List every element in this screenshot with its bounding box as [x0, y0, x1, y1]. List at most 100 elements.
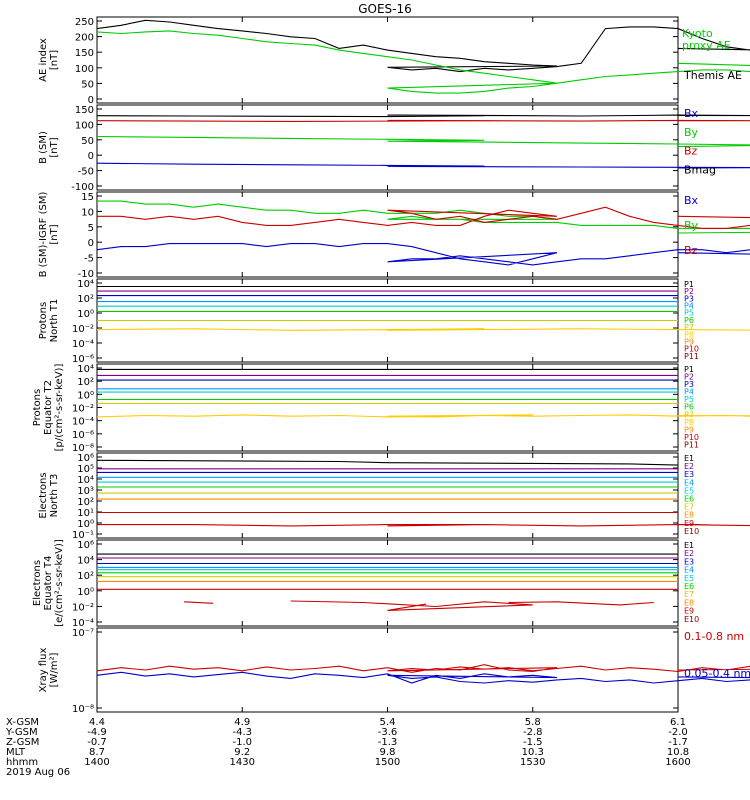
y-tick-label: 10² [77, 294, 94, 305]
y-tick-label: 10⁻² [72, 602, 94, 613]
x-tick-label: 1600 [665, 757, 690, 768]
series-line-e1 [96, 459, 679, 466]
legend-entry: P11 [684, 352, 699, 361]
series-line-e10 [97, 524, 750, 527]
legend-entry: P7 [684, 410, 694, 419]
panel-5: 10⁴ 10² 10⁰ 10⁻² 10⁻⁴ 10⁻⁶ 10⁻⁸ Protons Equator … [32, 363, 750, 454]
y-axis-label: Protons [32, 389, 43, 426]
y-tick-label: 100 [75, 120, 94, 131]
y-tick-label: 10⁰ [77, 587, 94, 598]
legend-entry: P11 [684, 440, 699, 449]
legend-entry: By [684, 219, 699, 232]
legend-entry: Themis AE [683, 69, 742, 82]
legend-entry: P9 [684, 337, 694, 346]
x-tick-label: 5.4 [380, 717, 396, 728]
legend-entry: P3 [684, 294, 694, 303]
legend-entry: 0.1-0.8 nm [684, 630, 744, 643]
y-axis-label: Protons [38, 302, 49, 339]
legend-entry: Bz [684, 145, 698, 158]
y-axis-label: [W/m²] [49, 652, 60, 687]
y-axis-label: Equator T4 [43, 556, 54, 611]
legend-entry: Bx [684, 107, 699, 120]
y-axis-label: AE index [38, 38, 49, 82]
panel-3: 15 10 5 0 -5 -10 B (SM)-IGRF (SM) [nT] Bx By Bz [38, 191, 750, 280]
y-tick-label: 10⁻⁴ [72, 417, 94, 428]
y-tick-label: 0 [88, 238, 94, 249]
y-axis-label: [e/(cm²-s-sr-keV)] [54, 539, 65, 627]
panel-4: 10⁴ 10² 10⁰ 10⁻² 10⁻⁴ 10⁻⁶ Protons North T1 P1P2… [38, 278, 750, 365]
x-tick-label: 9.2 [234, 747, 250, 758]
y-tick-label: 0 [88, 95, 94, 106]
panel-frame [96, 363, 679, 452]
chart-title: GOES-16 [358, 2, 412, 16]
series-line-bz [97, 206, 750, 229]
x-tick-label: -1.3 [378, 737, 398, 748]
x-tick-label: 6.1 [670, 717, 686, 728]
legend-entry: By [684, 126, 699, 139]
y-tick-label: -10 [78, 269, 94, 280]
legend-entry: Bx [684, 194, 699, 207]
y-tick-label: 10⁻⁴ [72, 618, 94, 629]
panel-frame [96, 539, 679, 627]
y-axis-label: Electrons [38, 472, 49, 518]
series-line-e10-c [508, 601, 654, 606]
x-axis-row-label: Y-GSM [5, 727, 38, 738]
x-tick-label: -2.0 [668, 727, 688, 738]
x-tick-label: 1500 [375, 757, 400, 768]
y-axis-label: North T1 [49, 299, 60, 343]
legend-entry: P10 [684, 433, 699, 442]
x-tick-label: -3.6 [378, 727, 398, 738]
y-tick-label: 10⁰ [77, 390, 94, 401]
y-tick-label: 10⁻⁸ [72, 443, 94, 454]
y-tick-label: 10⁻¹ [72, 530, 94, 541]
x-tick-label: -2.8 [523, 727, 543, 738]
x-tick-label: 8.7 [89, 747, 105, 758]
series-line-by [96, 135, 750, 148]
legend-entry: P3 [684, 380, 694, 389]
legend-entry: E2 [684, 462, 694, 471]
series-line-bz [96, 119, 750, 122]
x-tick-label: 9.8 [380, 747, 396, 758]
y-tick-label: 10⁶ [77, 540, 94, 551]
x-axis-row-label: Z-GSM [6, 737, 39, 748]
y-tick-label: 10³ [77, 486, 94, 497]
y-tick-label: 150 [75, 48, 94, 59]
legend-entry: E10 [684, 615, 699, 624]
x-tick-label: 10.8 [667, 747, 689, 758]
y-tick-label: -5 [84, 254, 94, 265]
x-axis-row-label: hhmm [6, 757, 38, 768]
legend-entry: P4 [684, 388, 694, 397]
y-axis-label: [p/(cm²-s-sr-keV)] [54, 364, 65, 452]
y-axis-label: B (SM)-IGRF (SM) [38, 192, 49, 278]
panel-frame [96, 16, 679, 104]
legend-entry: P10 [684, 345, 699, 354]
series-line-e10-b [290, 600, 533, 611]
x-tick-label: 4.9 [234, 717, 250, 728]
x-tick-label: -1.5 [523, 737, 543, 748]
y-axis-label: [nT] [49, 50, 60, 70]
y-axis-label: [nT] [49, 224, 60, 244]
series-line-bx [96, 162, 750, 169]
legend-entry: E1 [684, 454, 694, 463]
y-axis-label: Electrons [32, 560, 43, 606]
y-axis-label: North T3 [49, 474, 60, 518]
legend-entry: E7 [684, 503, 694, 512]
legend-entry: Bmag [684, 163, 716, 176]
y-axis-label: [nT] [49, 137, 60, 157]
panel-2: 150 100 50 0 -50 -100 B (SM) [nT] Bx By Bz Bmag [38, 104, 750, 193]
date-label: 2019 Aug 06 [6, 767, 70, 778]
y-axis-label: Xray flux [38, 648, 49, 693]
y-tick-label: 10² [77, 377, 94, 388]
series-line-bx [96, 243, 750, 266]
y-tick-label: 100 [75, 64, 94, 75]
y-tick-label: 10⁻⁶ [72, 430, 94, 441]
legend-entry: E2 [684, 549, 694, 558]
legend-entry: E10 [684, 527, 699, 536]
legend-entry: E6 [684, 495, 694, 504]
legend-entry: P9 [684, 425, 694, 434]
y-tick-label: 10¹ [77, 508, 94, 519]
x-tick-label: -4.9 [87, 727, 107, 738]
